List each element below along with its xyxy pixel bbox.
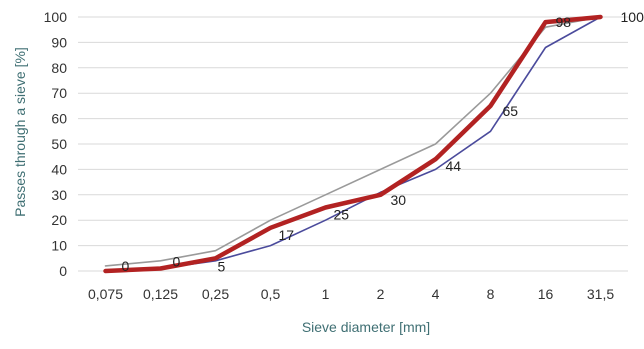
y-tick-label: 70 xyxy=(51,85,67,101)
x-tick-label: 0,075 xyxy=(88,286,123,302)
data-label: 0 xyxy=(173,253,181,269)
x-axis-ticks: 0,075 0,125 0,25 0,5 1 2 4 8 16 31,5 xyxy=(88,286,614,302)
x-tick-label: 0,25 xyxy=(202,286,229,302)
x-tick-label: 16 xyxy=(538,286,554,302)
data-label: 25 xyxy=(334,207,350,223)
x-tick-label: 0,5 xyxy=(261,286,281,302)
data-label: 17 xyxy=(279,227,295,243)
data-label: 30 xyxy=(391,192,407,208)
x-axis-title: Sieve diameter [mm] xyxy=(302,319,430,335)
x-tick-label: 1 xyxy=(322,286,330,302)
y-tick-label: 10 xyxy=(51,238,67,254)
x-tick-label: 0,125 xyxy=(143,286,178,302)
x-tick-label: 8 xyxy=(487,286,495,302)
y-tick-label: 80 xyxy=(51,60,67,76)
data-labels: 0 0 5 17 25 30 44 65 98 100 xyxy=(122,9,644,274)
data-label: 98 xyxy=(556,14,572,30)
data-label: 0 xyxy=(122,258,130,274)
y-tick-label: 50 xyxy=(51,136,67,152)
y-tick-label: 0 xyxy=(59,263,67,279)
y-axis-ticks: 0 10 20 30 40 50 60 70 80 90 100 xyxy=(44,9,68,279)
data-label: 65 xyxy=(503,103,519,119)
y-tick-label: 20 xyxy=(51,212,67,228)
y-tick-label: 30 xyxy=(51,187,67,203)
y-tick-label: 60 xyxy=(51,111,67,127)
data-label: 5 xyxy=(218,258,226,274)
data-label: 100 xyxy=(621,9,644,25)
data-label: 44 xyxy=(446,158,462,174)
y-tick-label: 100 xyxy=(44,9,68,25)
x-tick-label: 2 xyxy=(377,286,385,302)
y-axis-title: Passes through a sieve [%] xyxy=(12,47,28,217)
y-tick-label: 40 xyxy=(51,161,67,177)
x-tick-label: 4 xyxy=(432,286,440,302)
gridlines xyxy=(78,17,628,271)
x-tick-label: 31,5 xyxy=(587,286,614,302)
y-tick-label: 90 xyxy=(51,34,67,50)
